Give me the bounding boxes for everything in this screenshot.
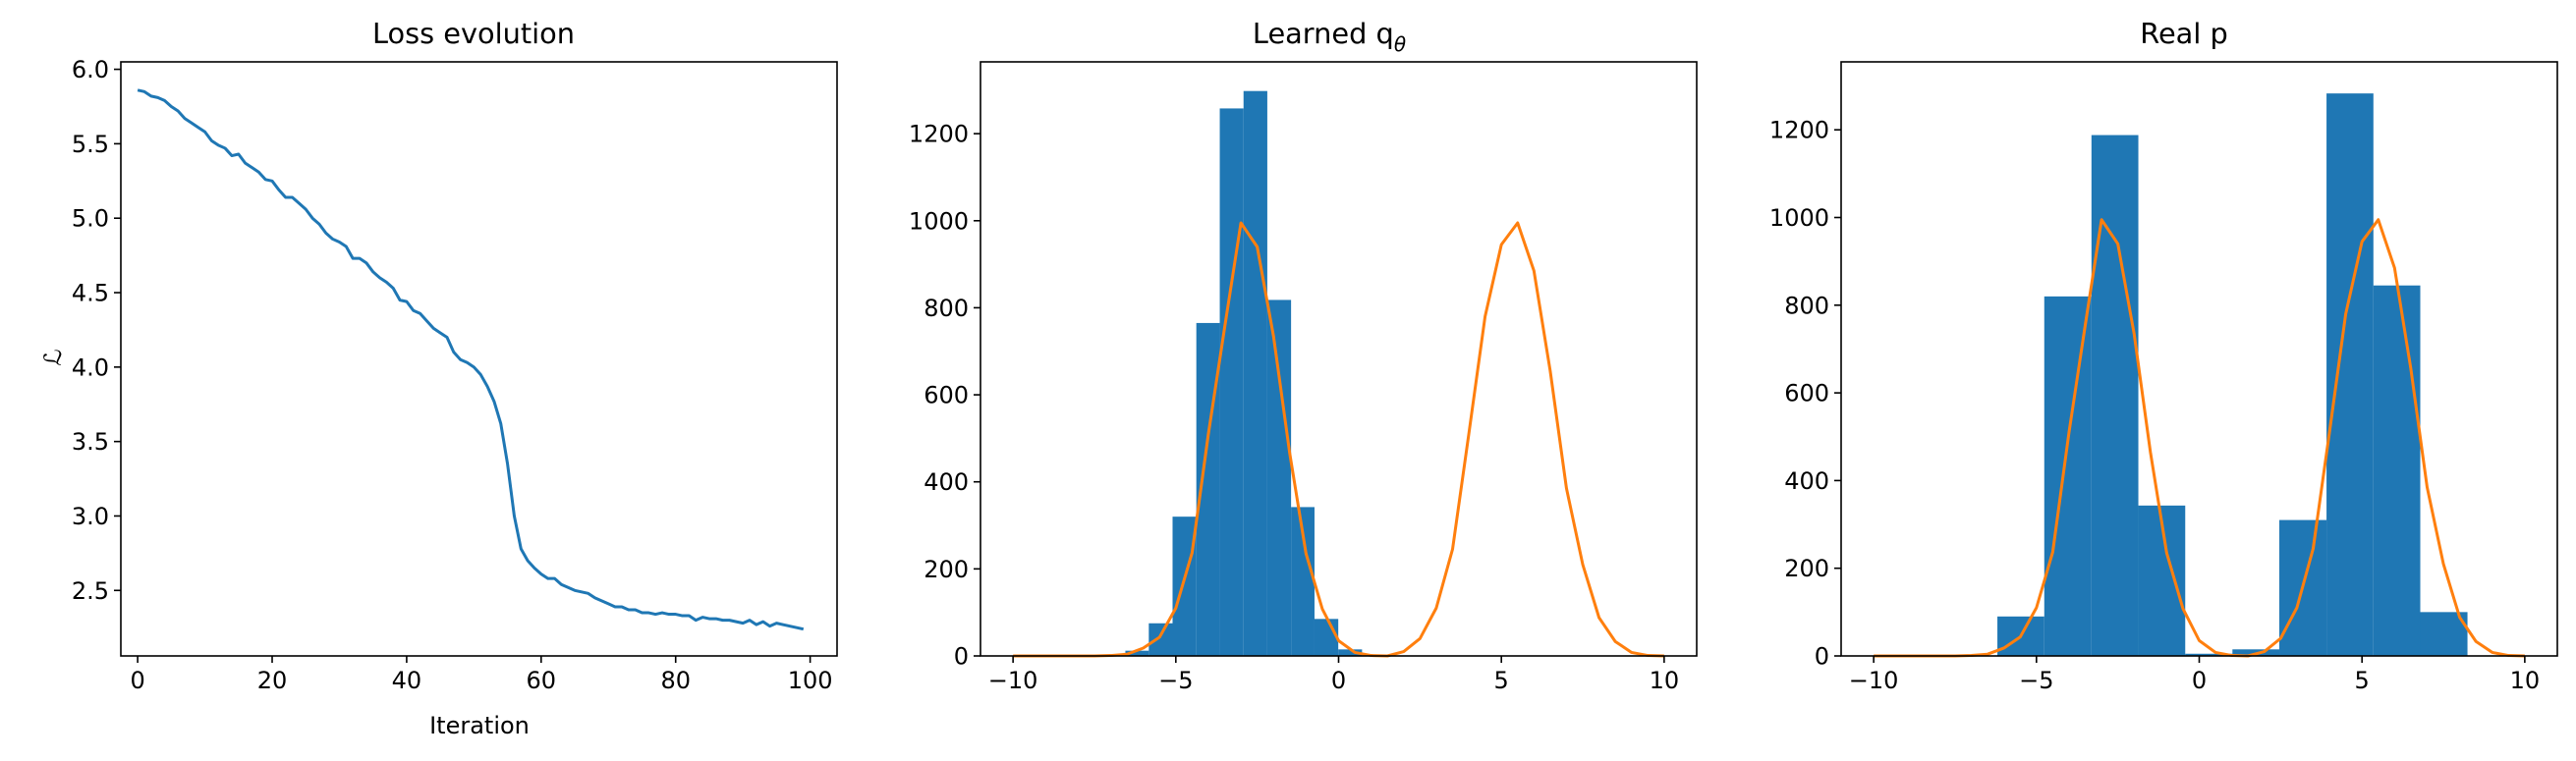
learned-q-histogram-bar: [1243, 90, 1267, 656]
real-p-y-tick-label: 1000: [1769, 204, 1829, 232]
learned-q-x-tick-label: 0: [1331, 667, 1346, 694]
loss-chart-title: Loss evolution: [372, 17, 575, 50]
loss-x-axis-label: Iteration: [429, 712, 530, 739]
learned-q-histogram-bar: [1148, 623, 1173, 656]
loss-evolution-panel: Loss evolution Iteration ℒ 0 20 40 60 80 100 2…: [39, 17, 838, 739]
learned-q-y-tick-label: 0: [954, 643, 969, 671]
learned-q-y-tick-label: 1200: [909, 121, 969, 148]
real-p-title: Real p: [2140, 17, 2228, 50]
loss-x-tick-label: 60: [527, 667, 557, 694]
learned-q-histogram-bar: [1338, 649, 1363, 656]
real-p-x-tick-label: 10: [2510, 667, 2541, 694]
learned-q-x-tick-label: −10: [988, 667, 1038, 694]
real-p-y-tick-label: 1200: [1769, 117, 1829, 144]
learned-q-title-subscript: θ: [1394, 32, 1406, 56]
learned-q-y-tick-label: 400: [924, 468, 969, 496]
learned-q-title-main: Learned q: [1253, 17, 1394, 50]
real-p-y-tick-label: 400: [1784, 467, 1829, 495]
real-p-x-tick-label: 0: [2192, 667, 2207, 694]
loss-x-tick-label: 100: [788, 667, 833, 694]
learned-q-histogram-bar: [1266, 299, 1292, 656]
learned-q-histogram-bar: [1219, 108, 1244, 656]
loss-y-axis-label: ℒ: [39, 349, 67, 365]
real-p-histogram-bar: [2373, 285, 2421, 656]
real-p-histogram-bar: [2326, 93, 2374, 657]
loss-y-tick-label: 5.0: [72, 205, 109, 233]
loss-y-tick-label: 3.5: [72, 428, 109, 456]
learned-q-x-tick-label: −5: [1158, 667, 1193, 694]
learned-q-title: Learned qθ: [1253, 17, 1406, 56]
learned-q-histogram-bar: [1291, 507, 1315, 656]
loss-y-tick-label: 3.0: [72, 503, 109, 530]
real-p-density-curve: [1874, 218, 2525, 658]
real-p-y-tick-label: 0: [1815, 643, 1829, 671]
loss-axes-frame: [120, 61, 838, 657]
learned-q-y-tick-label: 600: [924, 382, 969, 409]
loss-y-tick-label: 4.5: [72, 280, 109, 307]
real-p-y-tick-label: 800: [1784, 292, 1829, 319]
real-p-x-tick-label: −10: [1849, 667, 1899, 694]
real-p-x-tick-label: −5: [2019, 667, 2053, 694]
loss-x-tick-label: 40: [392, 667, 422, 694]
real-p-x-tick-label: 5: [2355, 667, 2370, 694]
real-p-panel: Real p −10 −5 0 5 10 0 200 400 600 800 1000 1200: [1769, 17, 2558, 694]
loss-x-tick-label: 20: [257, 667, 288, 694]
loss-y-tick-label: 4.0: [72, 353, 109, 381]
learned-q-histogram-bar: [1172, 516, 1197, 656]
real-p-y-tick-label: 200: [1784, 555, 1829, 582]
learned-q-y-tick-label: 1000: [909, 207, 969, 235]
learned-q-density-curve: [1013, 221, 1664, 658]
learned-q-y-tick-label: 200: [924, 556, 969, 583]
real-p-y-tick-label: 600: [1784, 380, 1829, 408]
learned-q-y-tick-label: 800: [924, 295, 969, 322]
loss-y-tick-label: 6.0: [72, 56, 109, 83]
real-p-histogram-bar: [2044, 296, 2092, 656]
loss-x-tick-label: 80: [660, 667, 691, 694]
learned-q-histogram-bar: [1125, 650, 1149, 656]
loss-y-tick-label: 5.5: [72, 131, 109, 158]
real-p-histogram-bar: [2185, 653, 2233, 656]
learned-q-x-tick-label: 10: [1650, 667, 1680, 694]
loss-line-series: [137, 88, 805, 631]
learned-q-x-tick-label: 5: [1494, 667, 1509, 694]
learned-q-histogram-bar: [1314, 619, 1339, 656]
loss-x-tick-label: 0: [130, 667, 144, 694]
learned-q-panel: Learned qθ −10 −5 0 5 10 0 200 400 600 800 1000 120…: [909, 17, 1698, 694]
loss-y-tick-label: 2.5: [72, 577, 109, 605]
real-p-histogram-bar: [2091, 135, 2139, 656]
